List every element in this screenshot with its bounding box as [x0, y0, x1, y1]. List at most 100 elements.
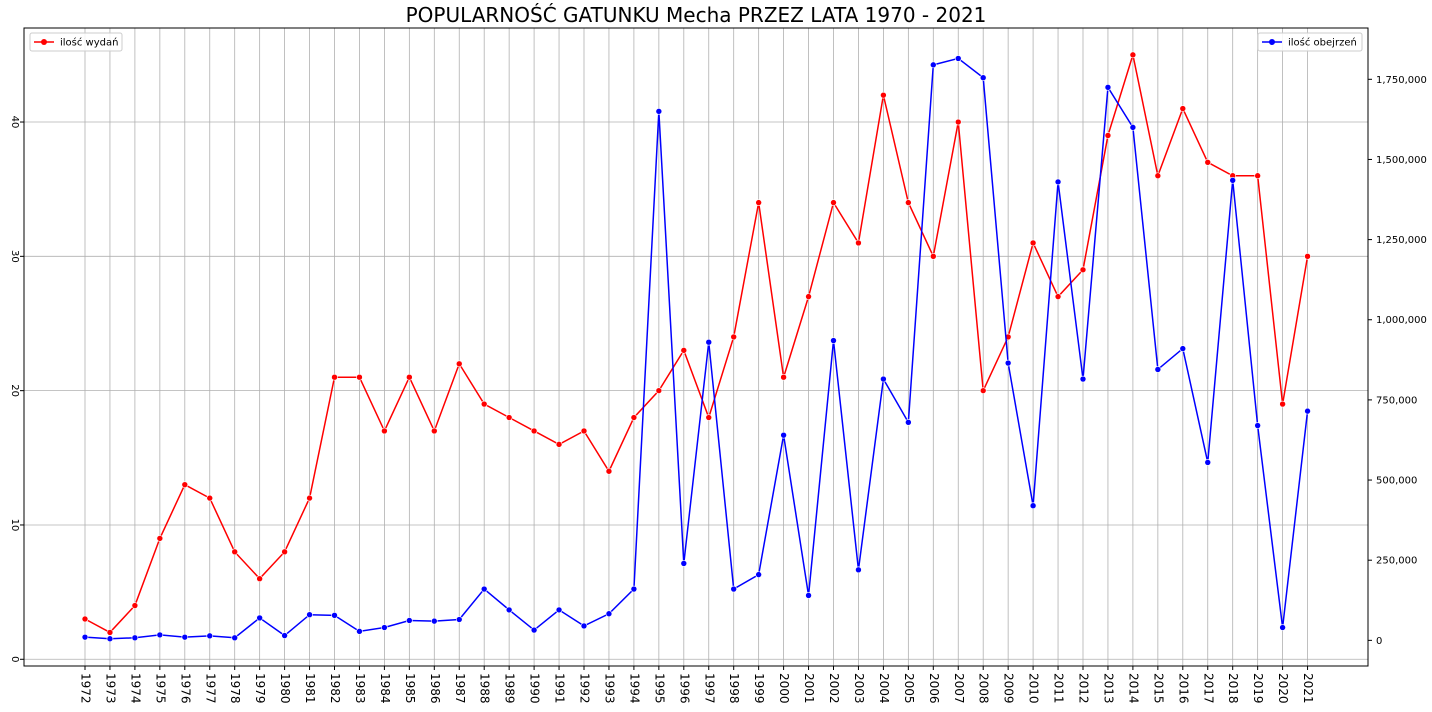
y-left-tick-label: 0 — [9, 656, 20, 662]
data-point — [705, 414, 713, 421]
data-point — [106, 635, 114, 643]
data-point — [979, 74, 987, 81]
x-tick-label: 2019 — [1251, 673, 1265, 704]
x-tick-label: 1979 — [253, 673, 267, 704]
y-right-tick-label: 1,500,000 — [1376, 155, 1427, 166]
data-point — [530, 626, 538, 634]
x-tick-label: 2016 — [1176, 673, 1190, 704]
data-point — [954, 118, 962, 126]
data-point — [430, 427, 438, 435]
x-tick-label: 1995 — [652, 673, 666, 704]
y-right-tick-label: 0 — [1376, 636, 1382, 647]
series-layer — [81, 51, 1311, 643]
data-point — [1279, 624, 1286, 631]
data-point — [780, 431, 787, 439]
data-point — [805, 293, 812, 300]
data-point — [131, 634, 139, 642]
legend-layer: ilość wydań ilość obejrzeń — [29, 32, 1363, 52]
chart-title: POPULARNOŚĆ GATUNKU Mecha PRZEZ LATA 197… — [406, 3, 987, 27]
y-left-tick-label: 30 — [9, 250, 20, 263]
data-point — [455, 360, 463, 368]
data-point — [1204, 159, 1212, 166]
data-point — [929, 61, 937, 69]
data-point — [580, 622, 588, 630]
data-point — [880, 91, 887, 99]
x-tick-label: 2005 — [902, 673, 916, 704]
data-point — [555, 606, 563, 614]
x-tick-label: 1991 — [553, 673, 567, 704]
x-tick-label: 2009 — [1002, 673, 1016, 704]
x-tick-label: 1984 — [378, 673, 392, 704]
data-point — [256, 614, 263, 622]
x-tick-label: 2008 — [977, 673, 991, 704]
data-point — [1004, 359, 1012, 367]
data-point — [331, 612, 338, 619]
data-point — [755, 199, 762, 206]
data-point — [1179, 345, 1187, 352]
x-tick-label: 1993 — [602, 673, 616, 704]
data-point — [331, 373, 338, 381]
x-tick-label: 1997 — [702, 673, 716, 704]
data-point — [1229, 176, 1236, 184]
x-tick-label: 1976 — [178, 673, 192, 704]
data-point — [480, 400, 488, 408]
x-tick-label: 1973 — [103, 673, 117, 704]
data-point — [1079, 266, 1087, 274]
data-point — [730, 585, 738, 593]
data-point — [455, 616, 463, 623]
data-point — [954, 55, 962, 62]
data-point — [830, 337, 837, 344]
data-point — [231, 634, 238, 642]
x-tick-label: 2000 — [777, 673, 791, 704]
x-tick-label: 2004 — [877, 673, 891, 704]
y-right-tick-label: 750,000 — [1376, 395, 1417, 406]
y-right-tick-label: 500,000 — [1376, 476, 1417, 487]
x-tick-label: 2014 — [1126, 673, 1140, 704]
x-tick-label: 1978 — [228, 673, 242, 704]
data-point — [555, 441, 563, 448]
x-tick-label: 1977 — [203, 673, 217, 704]
series-1 — [81, 51, 1311, 636]
data-point — [880, 375, 887, 383]
x-tick-label: 2012 — [1077, 673, 1091, 704]
x-tick-label: 2015 — [1151, 673, 1165, 704]
data-point — [81, 633, 89, 641]
data-point — [905, 419, 912, 426]
data-point — [406, 373, 413, 381]
legend-box — [1257, 32, 1363, 52]
x-tick-label: 1982 — [328, 673, 342, 704]
series-2 — [81, 55, 1311, 643]
data-point — [830, 199, 837, 206]
data-point — [1154, 366, 1162, 373]
data-point — [1279, 400, 1286, 408]
series-line — [84, 57, 1309, 640]
x-tick-label: 1994 — [627, 673, 641, 704]
y-right-tick-label: 1,750,000 — [1376, 75, 1427, 86]
x-tick-label: 2021 — [1301, 673, 1315, 704]
data-point — [705, 338, 713, 346]
y-right-tick-label: 1,000,000 — [1376, 315, 1427, 326]
x-tick-label: 1986 — [428, 673, 442, 704]
data-point — [780, 373, 787, 381]
grid-layer — [24, 28, 1368, 666]
data-point — [1104, 84, 1112, 91]
data-point — [1029, 239, 1037, 247]
data-point — [181, 633, 189, 641]
x-tick-label: 1980 — [278, 673, 292, 704]
legend-label: ilość wydań — [60, 37, 118, 49]
x-tick-label: 1974 — [128, 673, 142, 704]
data-point — [156, 535, 164, 542]
data-point — [530, 427, 538, 435]
y-right-tick-label: 1,250,000 — [1376, 235, 1427, 246]
x-tick-label: 1975 — [153, 673, 167, 704]
data-point — [106, 629, 114, 636]
y-left-tick-label: 40 — [9, 116, 20, 129]
data-point — [356, 628, 363, 635]
data-point — [156, 631, 164, 639]
x-tick-label: 2017 — [1201, 673, 1215, 704]
data-point — [630, 414, 638, 421]
x-tick-label: 1992 — [578, 673, 592, 704]
data-point — [206, 632, 214, 640]
data-point — [480, 585, 488, 593]
data-point — [1129, 51, 1137, 59]
